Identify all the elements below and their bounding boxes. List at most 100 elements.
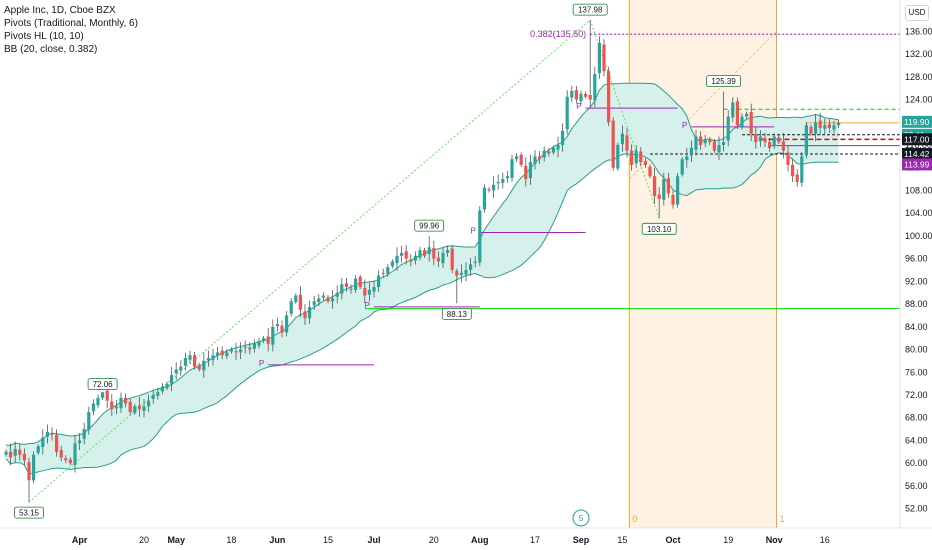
x-tick-label: Jun: [269, 535, 285, 545]
candle-body: [303, 311, 307, 319]
pivot-label-1: P: [365, 301, 370, 310]
candle-body: [119, 397, 123, 409]
currency-button[interactable]: USD: [905, 5, 929, 21]
candle-body: [726, 116, 730, 141]
candle-body: [446, 250, 450, 253]
candle-body: [170, 375, 174, 384]
y-tick-label: 136.00: [905, 26, 932, 36]
candle-body: [754, 134, 758, 143]
cycle-end-label: 1: [780, 514, 785, 524]
y-tick-label: 84.00: [905, 322, 928, 332]
candle-body: [262, 338, 266, 342]
low-label-mar: 53.15: [19, 509, 40, 518]
candle-body: [59, 450, 63, 458]
x-tick-label: May: [167, 535, 185, 545]
candle-body: [427, 247, 431, 255]
candle-body: [519, 154, 523, 165]
candle-body: [712, 141, 716, 151]
candle-body: [464, 270, 468, 275]
candle-body: [547, 151, 551, 154]
price-tag-0: 119.90: [904, 117, 930, 127]
candle-body: [482, 187, 486, 210]
cycle-shade: [629, 0, 777, 528]
candle-body: [211, 355, 215, 360]
legend-symbol: Apple Inc, 1D, Cboe BZX: [4, 5, 116, 16]
candle-body: [731, 102, 735, 118]
candle-body: [165, 383, 169, 389]
candle-body: [409, 259, 413, 262]
candle-body: [248, 347, 252, 350]
candle-body: [556, 145, 560, 150]
x-tick-label: 16: [820, 535, 830, 545]
candle-body: [436, 257, 440, 262]
low-label-sep: 103.10: [647, 225, 672, 234]
pivot-label-3: P: [576, 102, 581, 111]
candle-body: [680, 159, 684, 175]
x-tick-label: Jul: [367, 535, 380, 545]
x-tick-label: 20: [139, 535, 149, 545]
trend-guide-up: [28, 19, 591, 503]
pivot-label-4: P: [682, 121, 687, 130]
candle-body: [22, 453, 26, 461]
candles: [4, 20, 841, 503]
candle-body: [758, 136, 762, 142]
candle-body: [41, 437, 45, 447]
candle-body: [588, 95, 592, 100]
candle-body: [133, 406, 137, 413]
candle-body: [289, 301, 293, 314]
candle-body: [266, 336, 270, 344]
candle-body: [32, 454, 36, 481]
x-tick-label: Aug: [471, 535, 489, 545]
candle-body: [372, 287, 376, 292]
high-label-oct-box: [706, 75, 741, 88]
price-tag-2: 117.00: [904, 134, 930, 144]
bollinger-fill: [6, 83, 839, 475]
candle-body: [151, 395, 155, 399]
candle-body: [9, 451, 13, 458]
price-tag-4-bg: [902, 158, 932, 171]
candle-body: [487, 189, 491, 191]
candle-body: [271, 326, 275, 345]
candle-body: [501, 179, 505, 183]
x-tick-label: 19: [723, 535, 733, 545]
x-tick-label: Sep: [573, 535, 590, 545]
candle-body: [800, 156, 804, 183]
candle-body: [524, 165, 528, 180]
candle-body: [45, 431, 49, 437]
candle-body: [657, 194, 661, 199]
y-tick-label: 124.00: [905, 95, 932, 105]
candle-body: [689, 147, 693, 156]
candle-body: [450, 248, 454, 270]
y-tick-label: 108.00: [905, 185, 932, 195]
candle-body: [786, 152, 790, 165]
candle-body: [441, 252, 445, 264]
x-tick-label: 18: [226, 535, 236, 545]
candle-body: [492, 184, 496, 191]
candle-body: [257, 341, 261, 346]
low-label-mar-box: [14, 506, 44, 519]
y-tick-label: 68.00: [905, 413, 928, 423]
candle-body: [285, 315, 289, 333]
candle-body: [579, 93, 583, 102]
candle-body: [321, 295, 325, 298]
candle-body: [469, 264, 473, 270]
candle-body: [565, 96, 569, 130]
candle-body: [96, 397, 100, 406]
candle-body: [423, 250, 427, 256]
candle-body: [496, 181, 500, 184]
time-axis-bg: [0, 528, 932, 550]
candle-body: [174, 369, 178, 374]
candle-body: [36, 446, 40, 453]
candle-body: [73, 443, 77, 465]
candle-body: [620, 133, 624, 145]
candle-body: [160, 386, 164, 392]
candle-body: [459, 272, 463, 275]
pivot-label-0: P: [259, 359, 264, 368]
price-tag-3: 114.42: [904, 149, 930, 159]
high-label-apr: 72.06: [93, 380, 114, 389]
candle-body: [749, 112, 753, 134]
candle-body: [791, 164, 795, 177]
candle-body: [377, 275, 381, 288]
candle-body: [694, 136, 698, 150]
